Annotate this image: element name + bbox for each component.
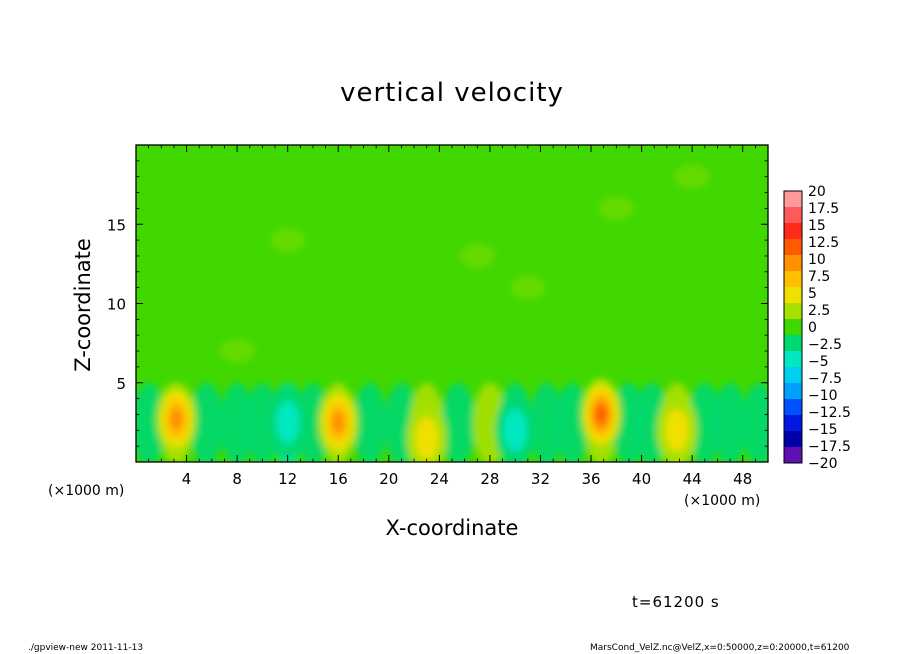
colorbar-swatch <box>784 239 802 256</box>
colorbar-label: 7.5 <box>808 269 830 285</box>
colorbar-swatch <box>784 351 802 368</box>
upper-mottle-4 <box>509 275 546 300</box>
colorbar-frame <box>783 190 803 464</box>
footer-left: ./gpview-new 2011-11-13 <box>28 643 144 653</box>
colorbar-label: 5 <box>808 286 817 302</box>
colorbar-label: 17.5 <box>808 201 839 217</box>
x-tick-label: 12 <box>278 470 297 488</box>
x-tick-label: 24 <box>430 470 449 488</box>
colorbar-label: 2.5 <box>808 303 830 319</box>
colorbar-swatch <box>784 287 802 304</box>
colorbar-label: 10 <box>808 252 826 268</box>
upper-mottle-2 <box>598 196 635 221</box>
upper-mottle-5 <box>674 164 711 189</box>
feature-6-level-2 <box>503 409 527 452</box>
colorbar-swatch <box>784 255 802 272</box>
feature-0-level-4 <box>170 407 183 431</box>
field-cell-0 <box>136 382 166 462</box>
x-tick-label: 4 <box>182 470 192 488</box>
colorbar-swatch <box>784 431 802 448</box>
colorbar-swatch <box>784 191 802 208</box>
x-axis-label: X-coordinate <box>385 516 519 540</box>
colorbar-label: 0 <box>808 320 817 336</box>
y-tick-label: 15 <box>107 216 126 234</box>
footer-right: MarsCond_VelZ.nc@VelZ,x=0:50000,z=0:2000… <box>590 643 850 653</box>
colorbar-label: −2.5 <box>808 337 842 353</box>
colorbar-label: 15 <box>808 218 826 234</box>
feature-3-level-2 <box>275 401 300 444</box>
colorbar-label: 20 <box>808 184 826 200</box>
field-cell-8 <box>352 382 387 462</box>
colorbar-label: −20 <box>808 456 838 472</box>
x-unit-right: (×1000 m) <box>684 493 761 509</box>
y-axis-label: Z-coordinate <box>71 238 95 372</box>
x-tick-label: 44 <box>683 470 702 488</box>
x-tick-label: 36 <box>581 470 600 488</box>
colorbar-swatch <box>784 223 802 240</box>
colorbar-swatch <box>784 207 802 224</box>
x-tick-label: 16 <box>329 470 348 488</box>
colorbar-swatch <box>784 319 802 336</box>
field-cell-20 <box>687 382 722 462</box>
feature-4-level-2 <box>414 416 439 460</box>
colorbar-label: −17.5 <box>808 439 851 455</box>
colorbar-label: −10 <box>808 388 838 404</box>
colorbar-label: −5 <box>808 354 829 370</box>
field-cell-22 <box>742 382 768 462</box>
colorbar-swatch <box>784 415 802 432</box>
y-tick-label: 5 <box>116 375 126 393</box>
colorbar-label: −15 <box>808 422 838 438</box>
x-tick-label: 28 <box>480 470 499 488</box>
colorbar-label: 12.5 <box>808 235 839 251</box>
colorbar-label: −7.5 <box>808 371 842 387</box>
upper-mottle-1 <box>459 243 496 268</box>
colorbar-swatch <box>784 447 802 464</box>
field-cell-11 <box>441 382 476 462</box>
colorbar-swatch <box>784 367 802 384</box>
field-cell-14 <box>529 382 564 462</box>
y-tick-label: 10 <box>107 296 126 314</box>
x-tick-label: 48 <box>733 470 752 488</box>
field-features <box>136 164 768 462</box>
x-tick-label: 20 <box>379 470 398 488</box>
colorbar-swatch <box>784 383 802 400</box>
colorbar-swatch <box>784 399 802 416</box>
x-unit-left: (×1000 m) <box>48 483 125 499</box>
field-cell-3 <box>220 382 255 462</box>
x-tick-label: 40 <box>632 470 651 488</box>
time-annotation: t=61200 s <box>632 593 720 611</box>
colorbar-swatch <box>784 335 802 352</box>
x-tick-label: 32 <box>531 470 550 488</box>
upper-mottle-0 <box>269 228 306 253</box>
field-cell-21 <box>713 382 748 462</box>
colorbar-swatch <box>784 303 802 320</box>
chart-title: vertical velocity <box>340 78 564 108</box>
colorbar-swatch <box>784 271 802 288</box>
feature-2-level-5 <box>595 404 607 424</box>
colorbar-label: −12.5 <box>808 405 851 421</box>
field-cell-15 <box>555 382 590 462</box>
field-cell-2 <box>189 382 224 462</box>
feature-5-level-2 <box>665 409 689 452</box>
x-tick-label: 8 <box>232 470 242 488</box>
feature-1-level-4 <box>331 410 345 434</box>
upper-mottle-3 <box>219 339 256 364</box>
